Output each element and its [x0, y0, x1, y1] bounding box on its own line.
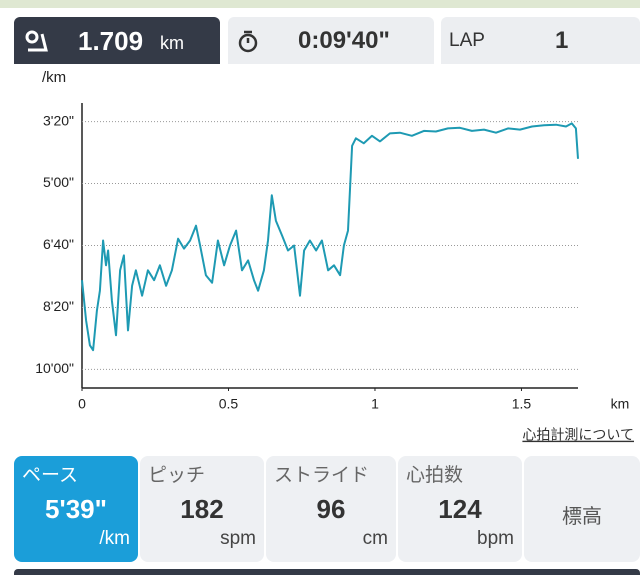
metric-card[interactable]: 心拍数 124 bpm: [398, 456, 522, 562]
y-axis-label: /km: [42, 69, 66, 86]
lap-label: LAP: [449, 30, 485, 51]
y-tick-label: 8'20": [43, 298, 74, 314]
time-tab[interactable]: 0:09'40": [228, 17, 434, 64]
pace-chart: /km km 心拍計測について 3'20" 5'00" 6'40" 8'20" 10'0…: [35, 69, 634, 443]
metric-unit: spm: [220, 528, 256, 549]
distance-tab[interactable]: 1.709 km: [14, 17, 220, 64]
distance-value: 1.709: [78, 26, 144, 56]
metric-label: 標高: [562, 506, 602, 528]
pace-line: [81, 122, 579, 352]
x-tick-label: 1: [371, 396, 379, 412]
metric-label: 心拍数: [406, 465, 464, 486]
route-icon: [25, 30, 48, 52]
metric-unit: cm: [362, 528, 388, 549]
metric-unit: /km: [99, 528, 130, 549]
timer-icon: [238, 30, 258, 53]
metric-value: 124: [438, 494, 482, 524]
metric-card[interactable]: ストライド 96 cm: [266, 456, 396, 562]
x-tick-label: 1.5: [512, 396, 532, 412]
bottom-bar: [14, 569, 640, 575]
y-tick-label: 5'00": [43, 174, 74, 190]
metric-value: 96: [316, 494, 346, 524]
lap-tab[interactable]: LAP 1: [441, 17, 640, 64]
metric-label: ペース: [22, 465, 79, 486]
metric-unit: bpm: [477, 528, 514, 549]
distance-unit: km: [160, 33, 184, 53]
y-tick-label: 3'20": [43, 112, 74, 128]
y-tick-label: 10'00": [35, 360, 74, 376]
metric-label: ストライド: [274, 465, 370, 486]
heart-rate-link[interactable]: 心拍計測について: [522, 427, 634, 443]
metric-value: 182: [180, 494, 224, 524]
metric-card[interactable]: ピッチ 182 spm: [140, 456, 264, 562]
lap-value: 1: [555, 27, 569, 54]
metric-value: 5'39": [45, 494, 107, 524]
y-tick-label: 6'40": [43, 236, 74, 252]
time-value: 0:09'40": [298, 27, 390, 54]
metric-label: ピッチ: [148, 465, 206, 486]
x-tick-label: 0: [78, 396, 86, 412]
x-axis-label: km: [611, 396, 630, 412]
metric-card[interactable]: ペース 5'39" /km: [14, 456, 138, 562]
metric-card[interactable]: 標高: [524, 456, 640, 562]
map-strip: [0, 0, 640, 8]
x-tick-label: 0.5: [219, 396, 239, 412]
